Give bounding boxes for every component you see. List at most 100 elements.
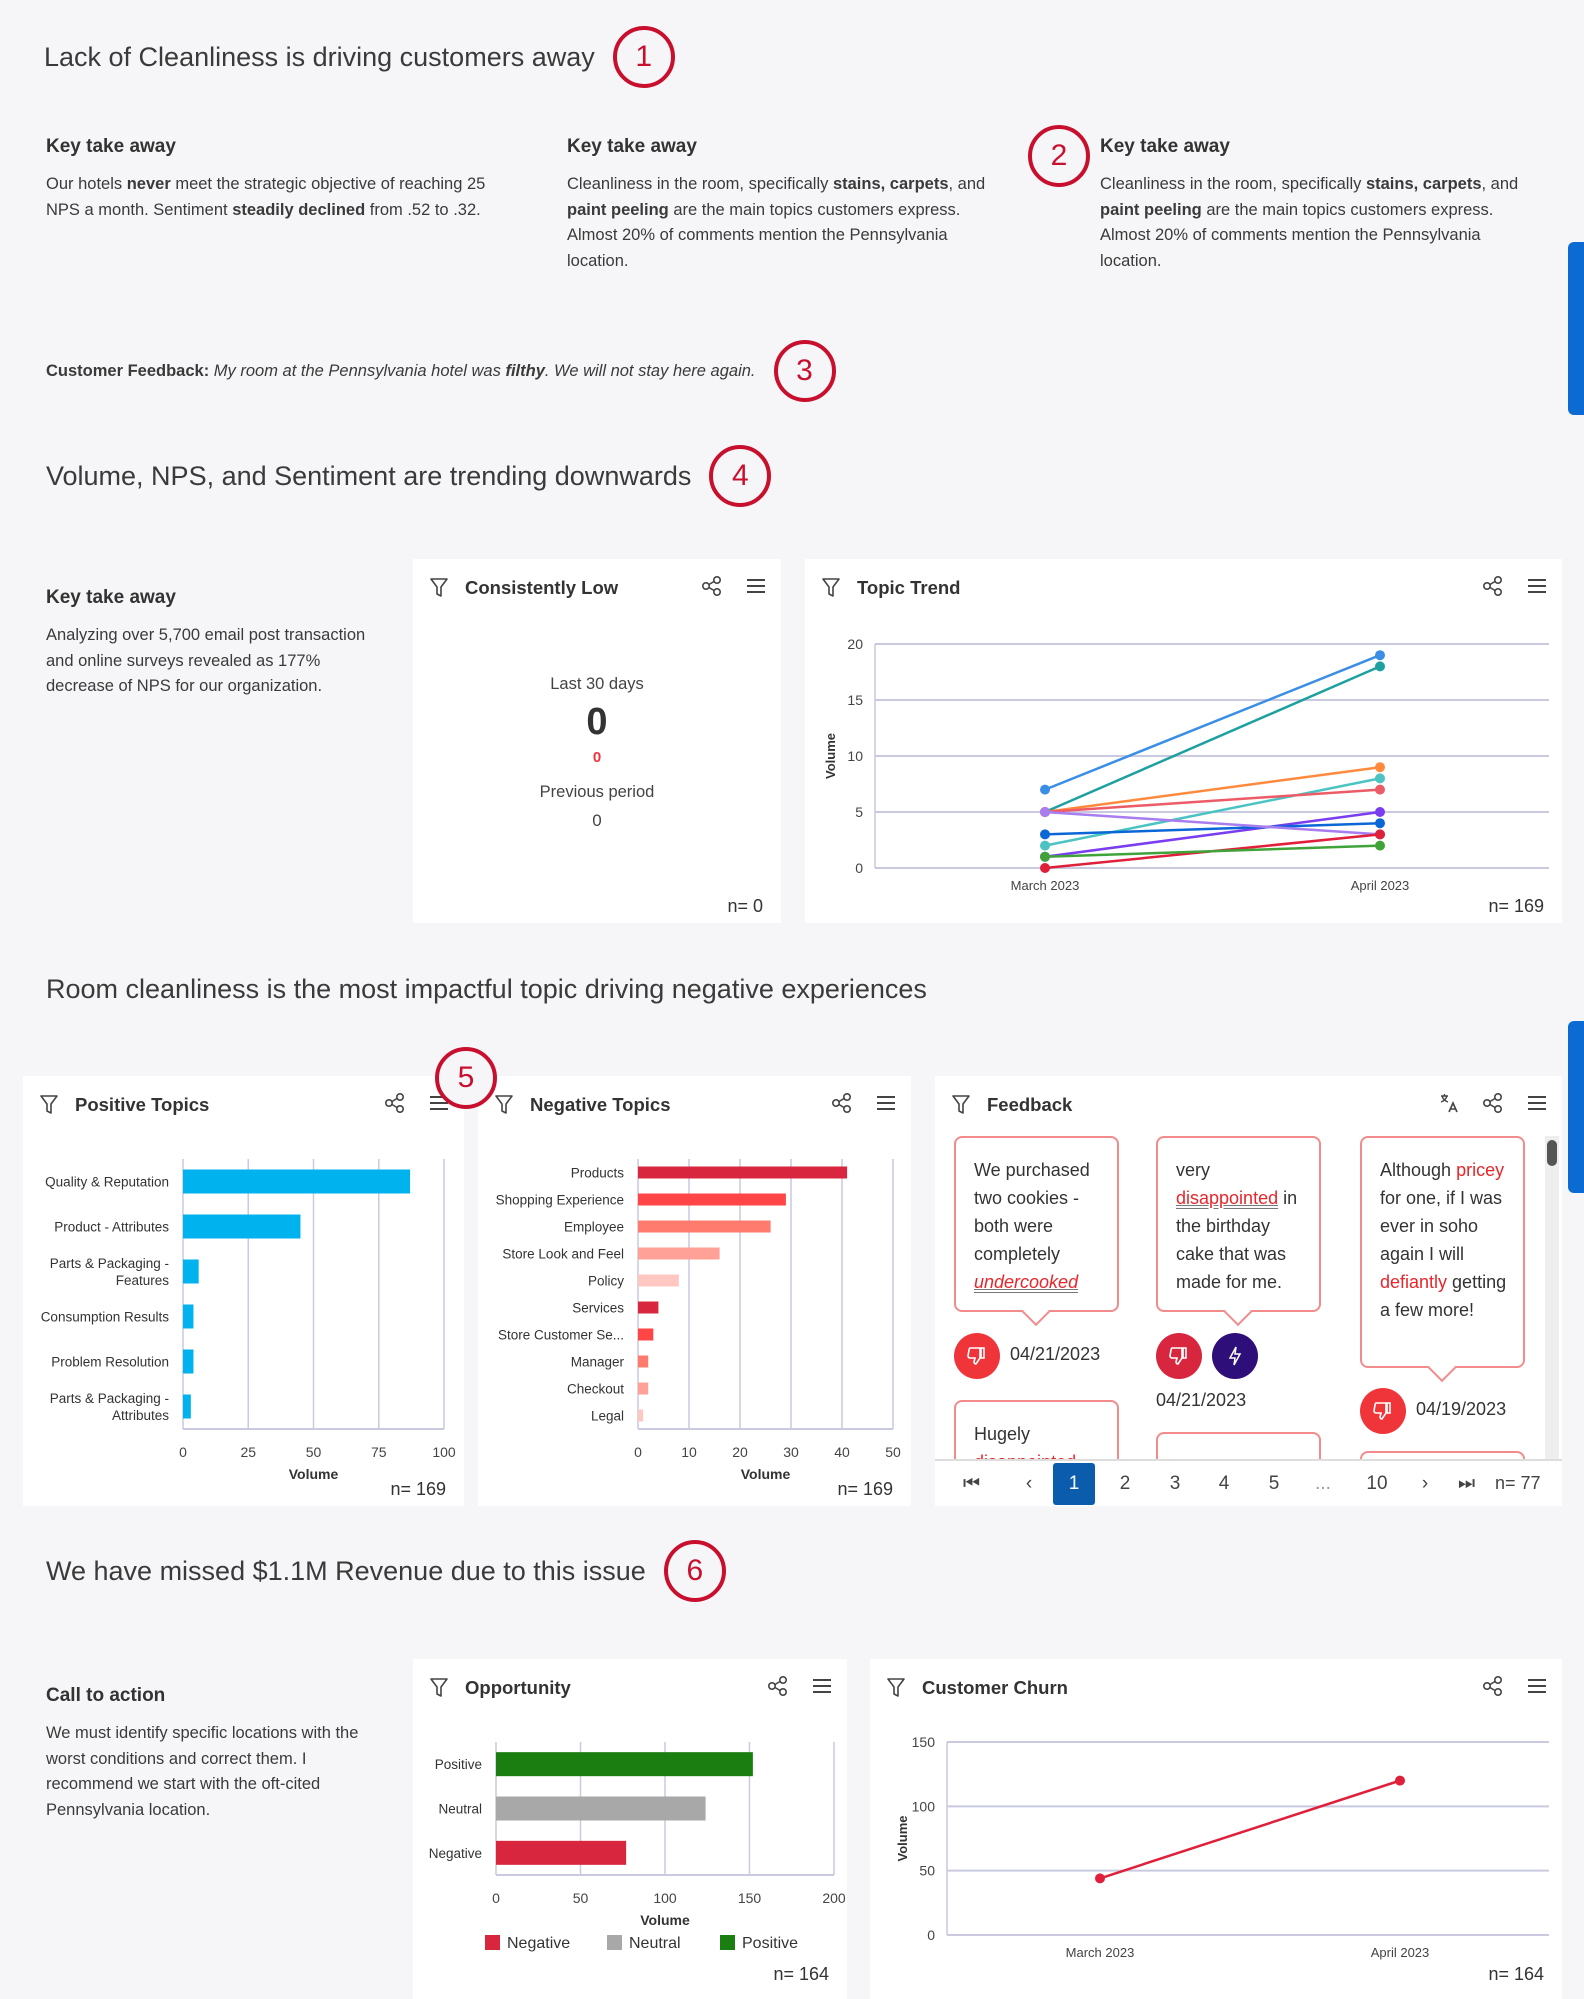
- page-2[interactable]: 2: [1119, 1472, 1131, 1494]
- legend-label: Negative: [507, 1935, 570, 1952]
- text: meet the strategic objective of reaching…: [46, 175, 486, 219]
- feedback-bubble: We purchased two cookies - both were com…: [954, 1136, 1119, 1312]
- series-line: [1044, 665, 1381, 814]
- takeaway-body: Our hotels never meet the strategic obje…: [46, 172, 516, 223]
- page-5[interactable]: 5: [1268, 1472, 1280, 1494]
- customer-feedback-quote: Customer Feedback: My room at the Pennsy…: [46, 362, 756, 381]
- data-point: [1040, 863, 1050, 873]
- widget-title: Positive Topics: [75, 1094, 210, 1115]
- category-label: Manager: [571, 1355, 625, 1370]
- bar: [183, 1394, 191, 1419]
- text: stains, carpets: [832, 175, 949, 193]
- y-tick-label: 20: [847, 636, 863, 652]
- data-point: [1375, 650, 1385, 661]
- x-tick-label: April 2023: [1371, 1945, 1430, 1960]
- text: My room at the Pennsylvania hotel was: [209, 361, 506, 380]
- x-tick-label: March 2023: [1066, 1945, 1135, 1960]
- data-point: [1375, 773, 1385, 784]
- feedback-date: 04/21/2023: [1010, 1344, 1101, 1364]
- page-4[interactable]: 4: [1218, 1472, 1230, 1494]
- text: steadily declined: [232, 200, 366, 219]
- category-label: Legal: [591, 1409, 624, 1424]
- category-label: Features: [116, 1273, 170, 1288]
- takeaway-body: Analyzing over 5,700 email post transact…: [46, 626, 366, 695]
- x-tick-label: April 2023: [1351, 878, 1410, 893]
- highlighted-term[interactable]: disappointed: [1176, 1188, 1279, 1208]
- widget-title: Feedback: [987, 1094, 1073, 1115]
- feedback-date: 04/21/2023: [1156, 1390, 1247, 1410]
- bar: [183, 1214, 301, 1239]
- bar: [638, 1274, 679, 1287]
- bar: [638, 1328, 654, 1341]
- text: are the main topics customers express. A…: [567, 200, 961, 270]
- x-tick-label: 30: [783, 1444, 799, 1460]
- x-tick-label: 0: [634, 1444, 642, 1460]
- label: Customer Feedback:: [46, 361, 210, 380]
- highlighted-term[interactable]: pricey: [1456, 1160, 1505, 1180]
- scrollbar[interactable]: [1545, 1136, 1559, 1459]
- trend-takeaway: Key take away Analyzing over 5,700 email…: [46, 587, 376, 700]
- category-label: Positive: [435, 1757, 482, 1772]
- bar: [638, 1382, 649, 1395]
- filter-icon[interactable]: [429, 577, 449, 599]
- y-axis-label: Volume: [823, 733, 838, 779]
- category-label: Attributes: [112, 1408, 169, 1423]
- x-tick-label: 40: [834, 1444, 850, 1460]
- section-header: Volume, NPS, and Sentiment are trending …: [46, 445, 772, 507]
- hamburger-menu-icon[interactable]: [745, 575, 767, 597]
- filter-icon[interactable]: [951, 1094, 971, 1116]
- section-title: We have missed $1.1M Revenue due to this…: [46, 1555, 646, 1586]
- sample-size: n= 169: [1488, 896, 1544, 916]
- category-label: Negative: [429, 1846, 482, 1861]
- highlighted-term[interactable]: disappointed: [974, 1452, 1076, 1459]
- side-panel-tab[interactable]: [1568, 1021, 1584, 1193]
- step-badge: 4: [709, 445, 772, 507]
- bar: [496, 1752, 753, 1777]
- category-label: Store Customer Se...: [498, 1328, 624, 1343]
- feedback-bubble: Although pricey for one, if I was ever i…: [1360, 1136, 1525, 1368]
- last-page-icon[interactable]: ⏭: [1458, 1472, 1476, 1494]
- scrollbar-thumb[interactable]: [1547, 1140, 1557, 1166]
- section-header: Lack of Cleanliness is driving customers…: [44, 26, 675, 88]
- category-label: Product - Attributes: [54, 1220, 169, 1235]
- highlighted-term[interactable]: defiantly: [1380, 1272, 1448, 1292]
- data-point: [1375, 829, 1385, 840]
- legend-swatch: [720, 1935, 735, 1950]
- page-1[interactable]: 1: [1053, 1462, 1095, 1505]
- takeaway-body: Cleanliness in the room, specifically st…: [567, 172, 1007, 274]
- sample-size: n= 0: [727, 896, 763, 916]
- sample-size: n= 77: [1495, 1473, 1541, 1493]
- x-tick-label: 150: [738, 1890, 762, 1906]
- positive-topics-chart: 0 25 50 75 100 Volume Quality & Reputation Prod…: [41, 1159, 456, 1482]
- page-3[interactable]: 3: [1169, 1472, 1181, 1494]
- series-line: [1044, 654, 1381, 791]
- opportunity-widget: Opportunity 0 50 100 150 200 Volume Positive Ne…: [413, 1659, 847, 1999]
- takeaway-heading: Key take away: [46, 587, 176, 608]
- takeaway-heading: Key take away: [567, 136, 697, 157]
- category-label: Employee: [564, 1220, 624, 1235]
- x-tick-label: 50: [885, 1444, 901, 1460]
- text: , and: [1481, 175, 1519, 193]
- bar: [638, 1355, 649, 1368]
- series-line: [1044, 777, 1381, 847]
- page-10[interactable]: 10: [1366, 1472, 1388, 1494]
- prev-page-icon[interactable]: ‹: [1025, 1472, 1033, 1494]
- bar: [183, 1349, 194, 1374]
- side-panel-tab[interactable]: [1568, 242, 1584, 415]
- legend-label: Positive: [742, 1935, 798, 1952]
- category-label: Services: [572, 1301, 624, 1316]
- share-icon[interactable]: [1482, 1092, 1504, 1114]
- category-label: Neutral: [438, 1802, 482, 1817]
- text: are the main topics customers express. A…: [1100, 200, 1494, 270]
- translate-icon[interactable]: [1438, 1092, 1460, 1114]
- x-tick-label: March 2023: [1011, 878, 1080, 893]
- highlighted-term[interactable]: undercooked: [974, 1272, 1079, 1292]
- feedback-bubble: very disappointed in the birthday cake t…: [1156, 1136, 1321, 1312]
- share-icon[interactable]: [701, 575, 723, 597]
- series-line: [1044, 821, 1381, 836]
- hamburger-menu-icon[interactable]: [1526, 1092, 1548, 1114]
- y-tick-label: 50: [919, 1863, 935, 1879]
- next-page-icon[interactable]: ›: [1421, 1472, 1429, 1494]
- takeaway-body: Cleanliness in the room, specifically st…: [1100, 172, 1540, 274]
- first-page-icon[interactable]: ⏮: [963, 1472, 981, 1494]
